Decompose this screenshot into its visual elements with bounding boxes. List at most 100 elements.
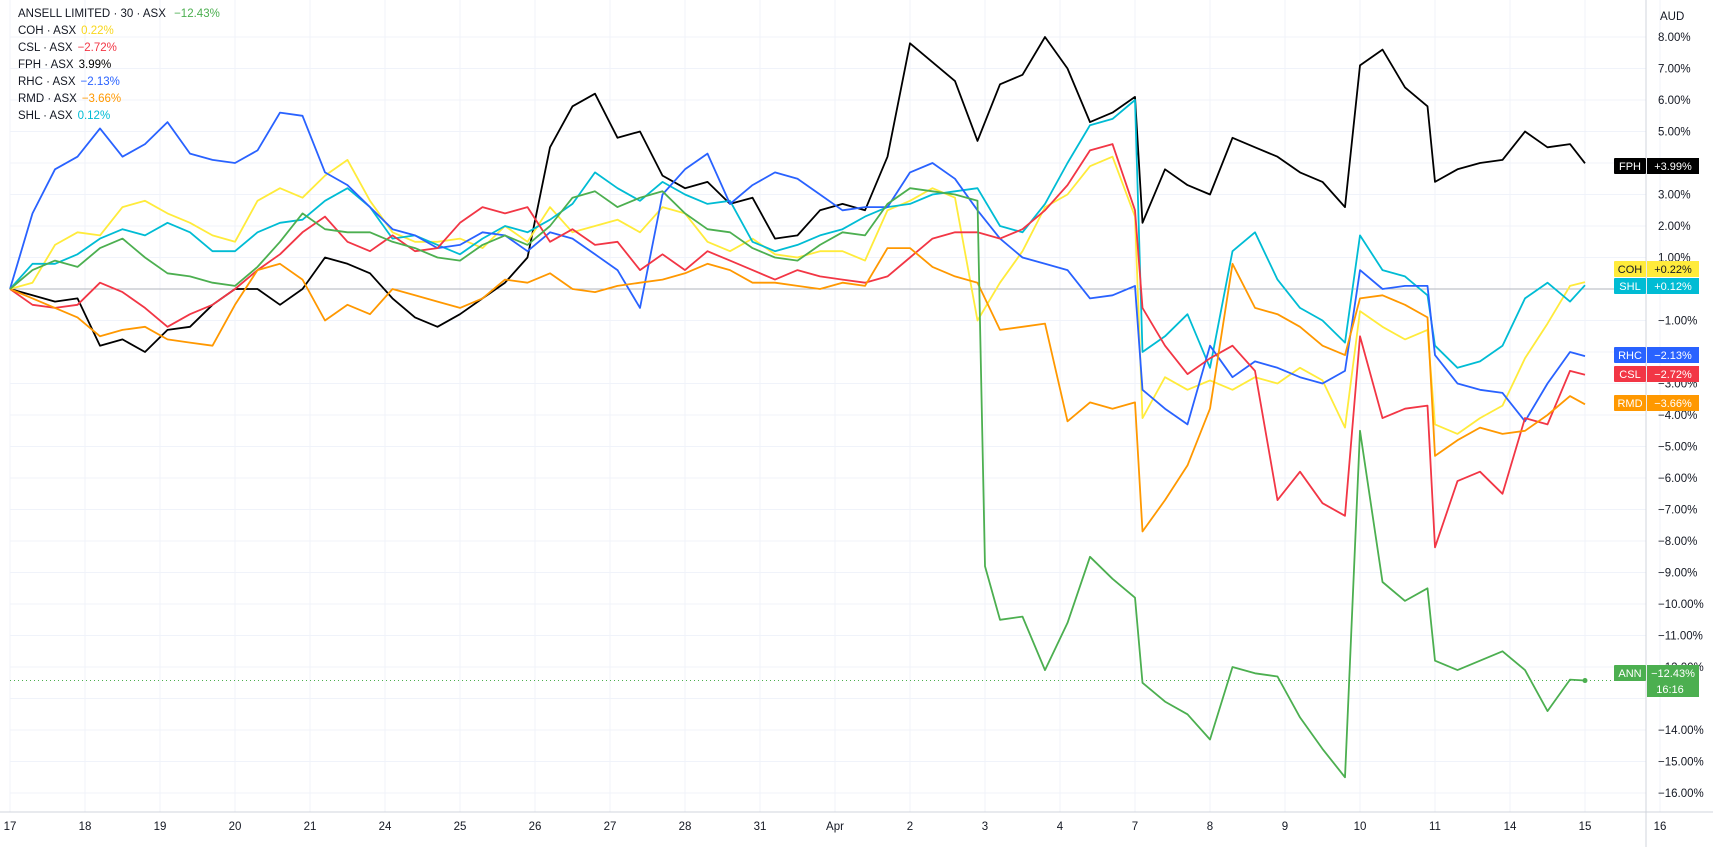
legend-symbol-change: 0.22% xyxy=(81,25,114,37)
y-tick-label: −8.00% xyxy=(1658,536,1697,548)
legend-symbol-change: 0.12% xyxy=(77,110,111,122)
x-tick-label: 31 xyxy=(754,821,767,833)
badge-ticker: COH xyxy=(1618,264,1643,276)
badge-value-bg xyxy=(1647,158,1699,174)
legend-item-fph[interactable]: FPH · ASX 3.99% xyxy=(18,59,112,71)
badge-value-bg xyxy=(1647,261,1699,277)
badge-coh[interactable]: COH +0.22% xyxy=(1614,261,1699,277)
x-tick-label: 17 xyxy=(4,821,17,833)
y-tick-label: −6.00% xyxy=(1658,473,1697,485)
legend-symbol-name: RHC xyxy=(18,76,43,88)
y-tick-label: −16.00% xyxy=(1658,788,1704,800)
badge-value: −3.66% xyxy=(1654,398,1692,410)
legend-item-rhc[interactable]: RHC · ASX −2.13% xyxy=(18,76,120,88)
legend-item-rmd[interactable]: RMD · ASX −3.66% xyxy=(18,93,122,105)
x-tick-label: 24 xyxy=(379,821,392,833)
y-tick-label: −15.00% xyxy=(1658,757,1704,769)
legend-symbol-exchange: ASX xyxy=(50,59,74,71)
legend-symbol-change: 3.99% xyxy=(78,59,112,71)
legend-main[interactable]: ANSELL LIMITED · 30 · ASX −12.43% xyxy=(18,8,220,20)
badge-value-bg xyxy=(1647,395,1699,411)
badge-value-bg xyxy=(1647,347,1699,363)
main-last-point xyxy=(1582,678,1588,684)
y-tick-label: 6.00% xyxy=(1658,95,1691,107)
legend-symbol-name: CSL xyxy=(18,42,40,54)
badge-ticker-bg xyxy=(1614,366,1646,382)
legend-symbol-name: SHL xyxy=(18,110,40,122)
x-tick-label: 16 xyxy=(1654,821,1667,833)
y-tick-label: −9.00% xyxy=(1658,568,1697,580)
legend: ANSELL LIMITED · 30 · ASX −12.43% COH · … xyxy=(18,6,220,125)
x-tick-label: 21 xyxy=(304,821,317,833)
series-line-fph[interactable] xyxy=(9,36,1586,353)
series-line-rmd[interactable] xyxy=(9,247,1586,533)
badge-shl[interactable]: SHL +0.12% xyxy=(1614,278,1699,294)
badge-ticker: RMD xyxy=(1617,398,1642,410)
badge-ticker-bg xyxy=(1614,261,1646,277)
legend-symbol-exchange: ASX xyxy=(53,25,77,37)
badge-ticker-bg xyxy=(1614,158,1646,174)
series-line-rhc[interactable] xyxy=(9,111,1586,426)
badge-rmd[interactable]: RMD −3.66% xyxy=(1614,395,1699,411)
series-lines xyxy=(9,36,1586,779)
legend-symbol-exchange: ASX xyxy=(49,110,73,122)
x-tick-label: 26 xyxy=(529,821,542,833)
badge-value: +3.99% xyxy=(1654,161,1692,173)
currency-label[interactable]: AUD xyxy=(1660,11,1684,23)
x-tick-label: 9 xyxy=(1282,821,1288,833)
legend-item-shl[interactable]: SHL · ASX 0.12% xyxy=(18,110,111,122)
x-tick-label: 14 xyxy=(1504,821,1517,833)
badge-time: 16:16 xyxy=(1656,684,1684,696)
y-tick-label: −5.00% xyxy=(1658,442,1697,454)
x-tick-label: 7 xyxy=(1132,821,1138,833)
x-tick-label: 2 xyxy=(907,821,913,833)
y-tick-label: −4.00% xyxy=(1658,410,1697,422)
x-tick-label: Apr xyxy=(826,821,844,833)
y-tick-label: 7.00% xyxy=(1658,64,1691,76)
series-line-csl[interactable] xyxy=(9,143,1586,549)
series-line-shl[interactable] xyxy=(9,99,1586,369)
legend-item-coh[interactable]: COH · ASX 0.22% xyxy=(18,25,114,37)
price-badges: FPH +3.99% COH +0.22% SHL +0.12% RHC −2.13% CSL −… xyxy=(1614,158,1699,697)
badge-ann[interactable]: ANN −12.43% 16:16 xyxy=(1614,665,1699,697)
badge-ticker-bg xyxy=(1614,278,1646,294)
badge-ticker: FPH xyxy=(1619,161,1641,173)
badge-ticker-bg xyxy=(1614,395,1646,411)
badge-csl[interactable]: CSL −2.72% xyxy=(1614,366,1699,382)
legend-main-interval: 30 xyxy=(120,8,134,20)
legend-symbol-exchange: ASX xyxy=(49,42,73,54)
badge-ticker-bg xyxy=(1614,347,1646,363)
legend-symbol-change: −2.13% xyxy=(80,76,120,88)
y-tick-label: −7.00% xyxy=(1658,505,1697,517)
badge-ticker-bg xyxy=(1614,665,1646,681)
badge-rhc[interactable]: RHC −2.13% xyxy=(1614,347,1699,363)
series-line-coh[interactable] xyxy=(9,155,1586,435)
x-tick-label: 27 xyxy=(604,821,617,833)
x-tick-label: 15 xyxy=(1579,821,1592,833)
series-line-ann[interactable] xyxy=(9,187,1586,779)
badge-fph[interactable]: FPH +3.99% xyxy=(1614,158,1699,174)
x-tick-label: 19 xyxy=(154,821,167,833)
y-tick-label: 2.00% xyxy=(1658,221,1691,233)
legend-symbol-name: COH xyxy=(18,25,44,37)
badge-value: −2.13% xyxy=(1654,350,1692,362)
legend-symbol-name: FPH xyxy=(18,59,41,71)
x-tick-label: 20 xyxy=(229,821,242,833)
legend-symbol-exchange: ASX xyxy=(52,76,76,88)
legend-main-name: ANSELL LIMITED xyxy=(18,8,111,20)
legend-symbol-name: RMD xyxy=(18,93,45,105)
badge-value-bg xyxy=(1647,278,1699,294)
grid xyxy=(9,0,1661,812)
badge-value-bg xyxy=(1647,366,1699,382)
badge-ticker: ANN xyxy=(1618,668,1641,680)
legend-item-csl[interactable]: CSL · ASX −2.72% xyxy=(18,42,117,54)
y-tick-label: −14.00% xyxy=(1658,725,1704,737)
y-tick-label: 3.00% xyxy=(1658,190,1691,202)
y-tick-label: 8.00% xyxy=(1658,32,1691,44)
legend-main-exchange: ASX xyxy=(142,8,166,20)
y-tick-label: −1.00% xyxy=(1658,316,1697,328)
legend-symbol-change: −3.66% xyxy=(81,93,122,105)
y-axis: 8.00%7.00%6.00%5.00%4.00%3.00%2.00%1.00%… xyxy=(1658,32,1704,800)
badge-ticker: CSL xyxy=(1619,369,1640,381)
